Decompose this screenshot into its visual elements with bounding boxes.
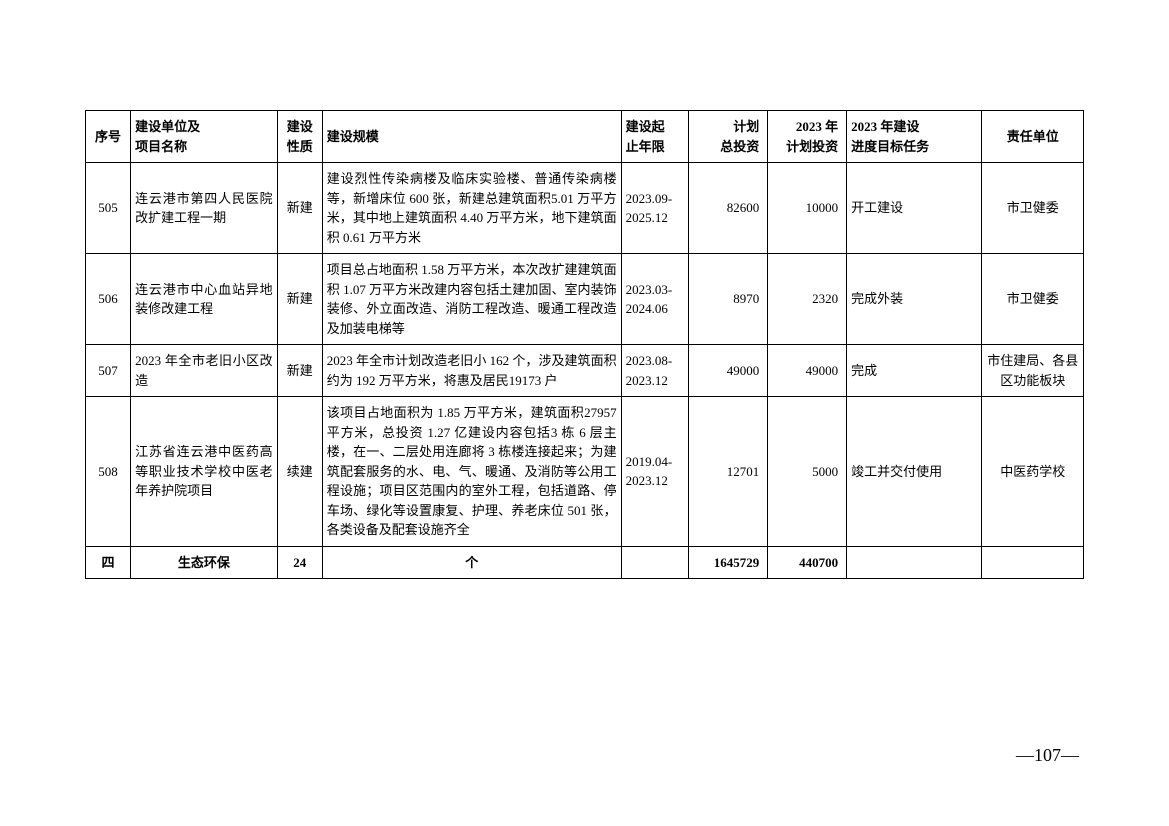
cell-progress: 完成 [847, 345, 982, 397]
summary-planinvest: 440700 [768, 546, 847, 579]
summary-progress [847, 546, 982, 579]
cell-unit: 2023 年全市老旧小区改造 [131, 345, 278, 397]
cell-scale: 该项目占地面积为 1.85 万平方米，建筑面积27957 平方米，总投资 1.2… [322, 397, 621, 547]
table-row: 508 江苏省连云港中医药高等职业技术学校中医老年养护院项目 续建 该项目占地面… [86, 397, 1084, 547]
cell-scale: 2023 年全市计划改造老旧小 162 个，涉及建筑面积约为 192 万平方米，… [322, 345, 621, 397]
cell-seq: 508 [86, 397, 131, 547]
cell-progress: 开工建设 [847, 163, 982, 254]
header-nature: 建设性质 [277, 111, 322, 163]
summary-seq: 四 [86, 546, 131, 579]
summary-invest: 1645729 [689, 546, 768, 579]
table-row: 507 2023 年全市老旧小区改造 新建 2023 年全市计划改造老旧小 16… [86, 345, 1084, 397]
cell-period: 2019.04-2023.12 [621, 397, 689, 547]
cell-nature: 新建 [277, 163, 322, 254]
cell-resp: 市卫健委 [982, 163, 1084, 254]
cell-period: 2023.08-2023.12 [621, 345, 689, 397]
summary-scale: 个 [322, 546, 621, 579]
cell-resp: 市住建局、各县区功能板块 [982, 345, 1084, 397]
cell-period: 2023.03-2024.06 [621, 254, 689, 345]
header-invest: 计划总投资 [689, 111, 768, 163]
cell-unit: 连云港市第四人民医院改扩建工程一期 [131, 163, 278, 254]
page-number: —107— [1016, 745, 1079, 766]
cell-invest: 82600 [689, 163, 768, 254]
table-row: 505 连云港市第四人民医院改扩建工程一期 新建 建设烈性传染病楼及临床实验楼、… [86, 163, 1084, 254]
header-unit: 建设单位及项目名称 [131, 111, 278, 163]
cell-seq: 507 [86, 345, 131, 397]
cell-resp: 中医药学校 [982, 397, 1084, 547]
cell-planinvest: 5000 [768, 397, 847, 547]
cell-planinvest: 10000 [768, 163, 847, 254]
cell-unit: 连云港市中心血站异地装修改建工程 [131, 254, 278, 345]
cell-seq: 505 [86, 163, 131, 254]
cell-seq: 506 [86, 254, 131, 345]
cell-nature: 续建 [277, 397, 322, 547]
header-scale: 建设规模 [322, 111, 621, 163]
cell-scale: 项目总占地面积 1.58 万平方米，本次改扩建建筑面积 1.07 万平方米改建内… [322, 254, 621, 345]
table-body: 505 连云港市第四人民医院改扩建工程一期 新建 建设烈性传染病楼及临床实验楼、… [86, 163, 1084, 579]
summary-period [621, 546, 689, 579]
cell-period: 2023.09-2025.12 [621, 163, 689, 254]
header-resp: 责任单位 [982, 111, 1084, 163]
summary-nature: 24 [277, 546, 322, 579]
cell-invest: 49000 [689, 345, 768, 397]
summary-unit: 生态环保 [131, 546, 278, 579]
header-planinvest: 2023 年计划投资 [768, 111, 847, 163]
cell-resp: 市卫健委 [982, 254, 1084, 345]
cell-progress: 竣工并交付使用 [847, 397, 982, 547]
cell-invest: 8970 [689, 254, 768, 345]
cell-planinvest: 2320 [768, 254, 847, 345]
header-row: 序号 建设单位及项目名称 建设性质 建设规模 建设起止年限 计划总投资 2023… [86, 111, 1084, 163]
cell-progress: 完成外装 [847, 254, 982, 345]
cell-nature: 新建 [277, 345, 322, 397]
cell-nature: 新建 [277, 254, 322, 345]
header-seq: 序号 [86, 111, 131, 163]
summary-row: 四 生态环保 24 个 1645729 440700 [86, 546, 1084, 579]
cell-scale: 建设烈性传染病楼及临床实验楼、普通传染病楼等，新增床位 600 张，新建总建筑面… [322, 163, 621, 254]
projects-table: 序号 建设单位及项目名称 建设性质 建设规模 建设起止年限 计划总投资 2023… [85, 110, 1084, 579]
summary-resp [982, 546, 1084, 579]
header-progress: 2023 年建设进度目标任务 [847, 111, 982, 163]
cell-unit: 江苏省连云港中医药高等职业技术学校中医老年养护院项目 [131, 397, 278, 547]
table-row: 506 连云港市中心血站异地装修改建工程 新建 项目总占地面积 1.58 万平方… [86, 254, 1084, 345]
header-period: 建设起止年限 [621, 111, 689, 163]
cell-invest: 12701 [689, 397, 768, 547]
cell-planinvest: 49000 [768, 345, 847, 397]
